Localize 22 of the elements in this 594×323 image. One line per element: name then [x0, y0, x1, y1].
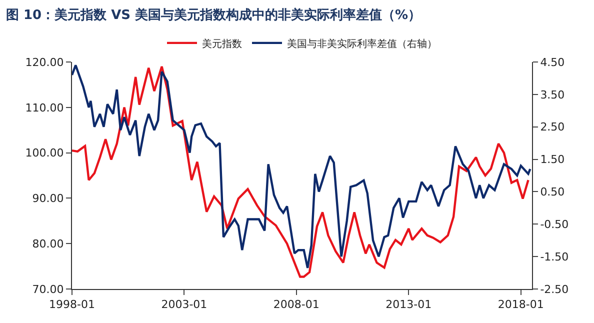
- legend-label: 美元指数: [202, 38, 242, 50]
- legend-label: 美国与非美实际利率差值（右轴）: [287, 38, 437, 50]
- y2-tick-label: -2.50: [540, 282, 569, 296]
- y-tick-label: 90.00: [32, 192, 64, 206]
- y-tick-label: 100.00: [25, 146, 64, 160]
- x-tick-label: 1998-01: [49, 298, 95, 312]
- x-tick-label: 2013-01: [386, 298, 432, 312]
- y2-tick-label: 0.50: [540, 186, 565, 199]
- y2-tick-label: 1.50: [540, 153, 565, 166]
- y-tick-label: 70.00: [32, 282, 64, 296]
- y2-tick-label: -0.50: [540, 218, 569, 231]
- y2-tick-label: 2.50: [540, 120, 565, 134]
- x-tick-label: 2008-01: [273, 298, 320, 312]
- y2-tick-label: -1.50: [540, 250, 569, 264]
- y-tick-label: 110.00: [25, 101, 64, 114]
- chart-title: 图 10：美元指数 VS 美国与美元指数构成中的非美实际利率差值（%）: [6, 6, 422, 23]
- x-tick-label: 2018-01: [498, 298, 544, 312]
- x-tick-label: 2003-01: [161, 298, 208, 312]
- y-tick-label: 80.00: [32, 237, 64, 250]
- y-tick-label: 120.00: [25, 56, 64, 69]
- y2-tick-label: 4.50: [540, 56, 565, 69]
- y2-tick-label: 3.50: [540, 88, 565, 102]
